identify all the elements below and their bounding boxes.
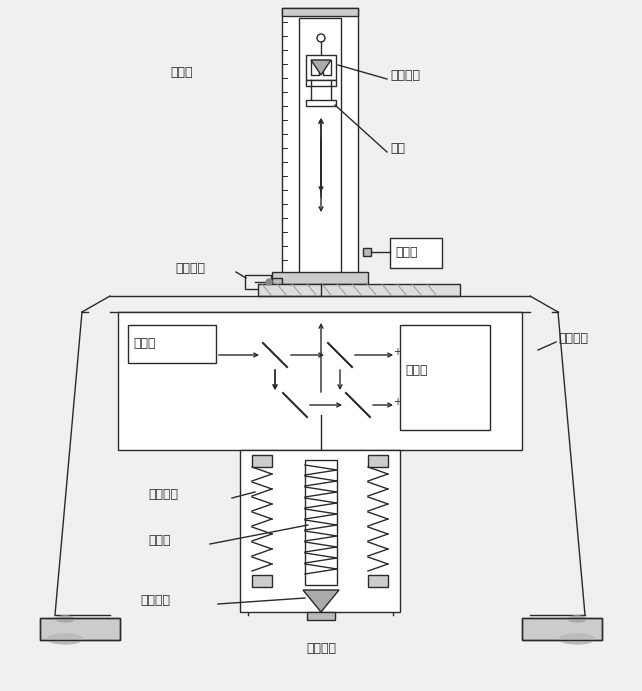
Bar — [40, 618, 120, 640]
Bar — [282, 8, 358, 16]
Bar — [307, 612, 335, 620]
Ellipse shape — [559, 634, 594, 644]
Bar — [323, 60, 331, 75]
Text: 伺服马达: 伺服马达 — [175, 261, 205, 274]
Bar — [522, 618, 602, 640]
Text: 托架: 托架 — [390, 142, 405, 155]
Bar — [40, 618, 120, 640]
Bar — [305, 460, 337, 585]
Bar — [272, 272, 368, 284]
Circle shape — [266, 279, 272, 285]
Text: 离子泵: 离子泵 — [395, 245, 417, 258]
Bar — [390, 238, 442, 268]
Bar — [306, 55, 336, 80]
Bar — [258, 284, 460, 296]
Bar — [311, 60, 319, 75]
Bar — [118, 312, 522, 450]
Polygon shape — [303, 590, 339, 612]
Bar — [368, 575, 388, 587]
Bar — [522, 618, 602, 640]
Text: 落体棱镜: 落体棱镜 — [390, 68, 420, 82]
Text: 伺服线圈: 伺服线圈 — [306, 641, 336, 654]
Polygon shape — [311, 60, 331, 75]
Ellipse shape — [56, 616, 74, 622]
Bar — [245, 275, 271, 289]
Text: 激光器: 激光器 — [133, 337, 155, 350]
Text: 探测器: 探测器 — [405, 363, 428, 377]
Text: 支撑弹簧: 支撑弹簧 — [148, 487, 178, 500]
Text: +: + — [393, 347, 401, 357]
Text: 主弹簧: 主弹簧 — [148, 533, 171, 547]
Bar — [240, 450, 400, 612]
Bar — [363, 248, 371, 256]
Bar — [282, 8, 358, 280]
Text: 三角支架: 三角支架 — [558, 332, 588, 345]
Bar — [299, 18, 341, 274]
Bar — [368, 455, 388, 467]
Bar — [306, 80, 336, 86]
Bar — [252, 575, 272, 587]
Bar — [400, 325, 490, 430]
Bar — [272, 278, 282, 286]
Bar — [252, 455, 272, 467]
Text: +: + — [393, 397, 401, 407]
Bar — [128, 325, 216, 363]
Bar — [306, 100, 336, 106]
Text: 参考棱镜: 参考棱镜 — [140, 594, 170, 607]
Ellipse shape — [48, 634, 83, 644]
Text: 落体腔: 落体腔 — [170, 66, 193, 79]
Ellipse shape — [568, 616, 586, 622]
